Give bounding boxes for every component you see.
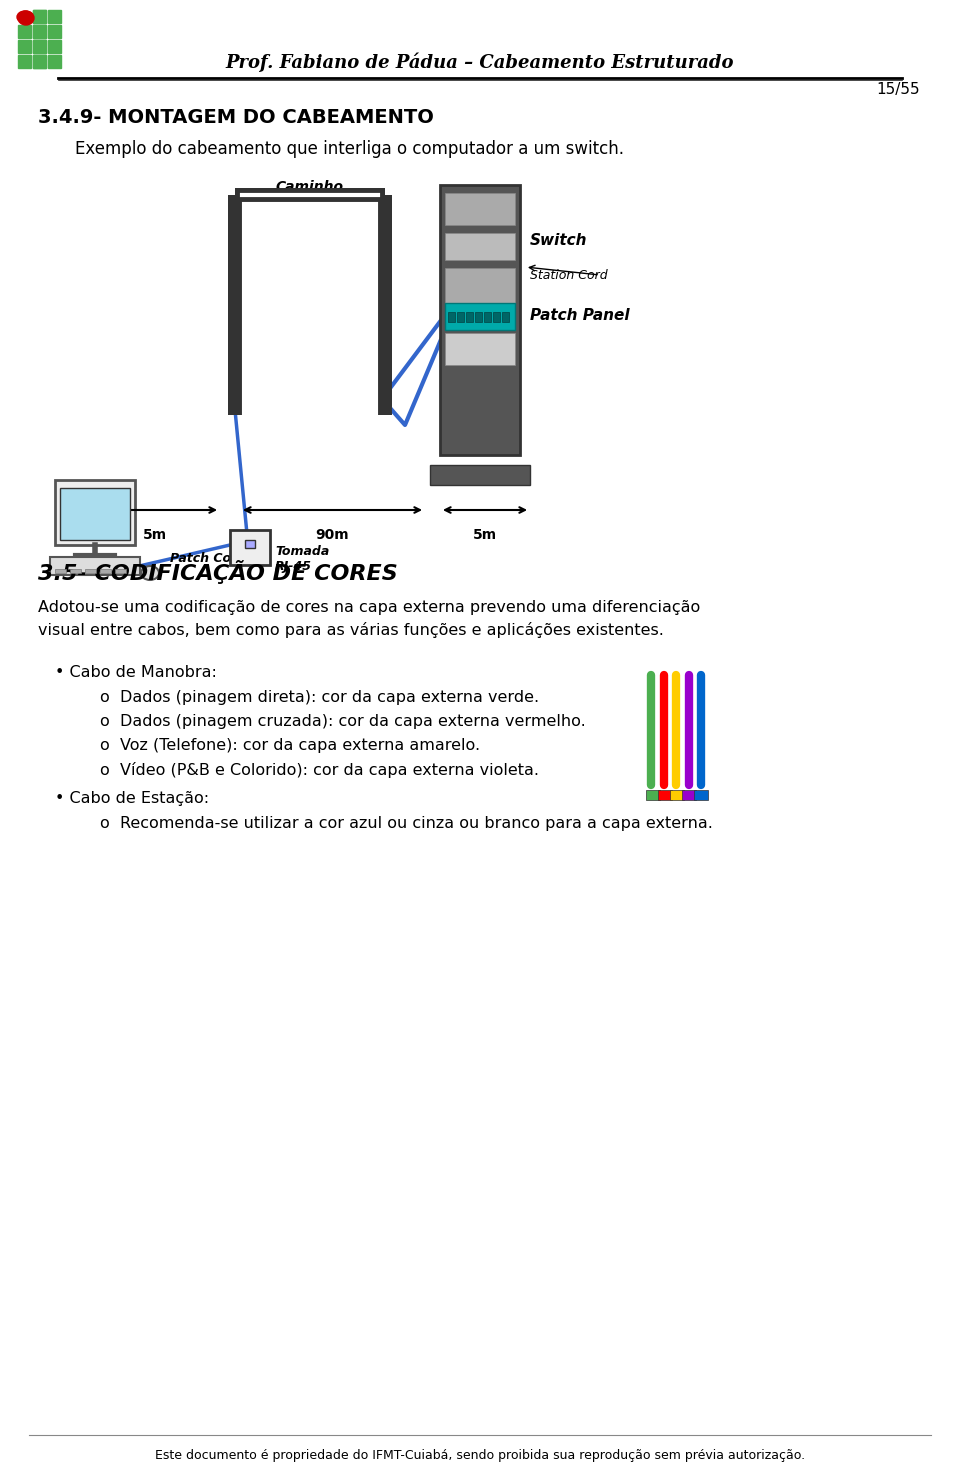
Bar xyxy=(682,790,696,800)
Text: 3.5- CODIFICAÇÃO DE CORES: 3.5- CODIFICAÇÃO DE CORES xyxy=(38,559,397,584)
Bar xyxy=(70,570,81,573)
Bar xyxy=(33,25,46,38)
Bar xyxy=(48,55,61,68)
Bar xyxy=(55,570,66,573)
Bar xyxy=(48,25,61,38)
Bar xyxy=(448,311,455,322)
Bar xyxy=(33,40,46,53)
Text: o  Dados (pinagem cruzada): cor da capa externa vermelho.: o Dados (pinagem cruzada): cor da capa e… xyxy=(100,714,586,729)
Bar xyxy=(50,556,140,576)
Bar xyxy=(466,311,473,322)
Bar xyxy=(658,790,672,800)
Bar xyxy=(440,184,520,455)
Bar xyxy=(33,25,46,38)
Bar xyxy=(445,303,515,331)
Text: Patch Panel: Patch Panel xyxy=(530,307,630,322)
Text: Prof. Fabiano de Pádua – Cabeamento Estruturado: Prof. Fabiano de Pádua – Cabeamento Estr… xyxy=(226,52,734,72)
Bar xyxy=(445,193,515,224)
Bar xyxy=(694,790,708,800)
Bar xyxy=(445,233,515,260)
Text: Este documento é propriedade do IFMT-Cuiabá, sendo proibida sua reprodução sem p: Este documento é propriedade do IFMT-Cui… xyxy=(155,1448,805,1461)
Text: Caminho: Caminho xyxy=(276,180,344,193)
Ellipse shape xyxy=(141,565,159,580)
Text: Adotou-se uma codificação de cores na capa externa prevendo uma diferenciação: Adotou-se uma codificação de cores na ca… xyxy=(38,601,700,615)
Text: o  Voz (Telefone): cor da capa externa amarelo.: o Voz (Telefone): cor da capa externa am… xyxy=(100,738,480,753)
Bar xyxy=(33,40,46,53)
Text: • Cabo de Manobra:: • Cabo de Manobra: xyxy=(55,666,217,680)
Bar xyxy=(484,311,491,322)
Text: 3.4.9- MONTAGEM DO CABEAMENTO: 3.4.9- MONTAGEM DO CABEAMENTO xyxy=(38,108,434,127)
Bar xyxy=(100,570,111,573)
Text: 90m: 90m xyxy=(315,528,348,542)
Ellipse shape xyxy=(17,10,33,24)
Text: o  Vídeo (P&B e Colorido): cor da capa externa violeta.: o Vídeo (P&B e Colorido): cor da capa ex… xyxy=(100,762,539,778)
Bar xyxy=(457,311,464,322)
Text: Tomada
RJ-45: Tomada RJ-45 xyxy=(275,545,329,573)
Bar xyxy=(33,10,46,24)
Text: Exemplo do cabeamento que interliga o computador a um switch.: Exemplo do cabeamento que interliga o co… xyxy=(75,140,624,158)
Ellipse shape xyxy=(18,10,34,25)
Text: Patch Cord: Patch Cord xyxy=(170,552,247,564)
Bar xyxy=(670,790,684,800)
Bar xyxy=(85,570,96,573)
Text: o  Recomenda-se utilizar a cor azul ou cinza ou branco para a capa externa.: o Recomenda-se utilizar a cor azul ou ci… xyxy=(100,816,713,831)
Bar xyxy=(48,40,61,53)
Bar xyxy=(48,10,61,24)
Bar xyxy=(55,480,135,545)
Text: Switch: Switch xyxy=(530,233,588,248)
Bar xyxy=(233,195,387,415)
Bar xyxy=(445,269,515,325)
Text: 5m: 5m xyxy=(143,528,167,542)
Bar xyxy=(33,10,46,24)
Bar xyxy=(230,530,270,565)
Bar xyxy=(430,465,530,486)
Text: visual entre cabos, bem como para as várias funções e aplicáções existentes.: visual entre cabos, bem como para as vár… xyxy=(38,621,664,638)
Bar xyxy=(18,40,31,53)
Bar xyxy=(502,311,509,322)
Bar xyxy=(33,55,46,68)
Bar xyxy=(475,311,482,322)
Text: 5m: 5m xyxy=(473,528,497,542)
Bar xyxy=(33,55,46,68)
Text: 15/55: 15/55 xyxy=(876,83,920,97)
Bar xyxy=(115,570,126,573)
Bar xyxy=(18,25,31,38)
Text: Station Cord: Station Cord xyxy=(530,269,608,282)
Bar xyxy=(245,540,255,548)
Bar xyxy=(493,311,500,322)
Text: • Cabo de Estação:: • Cabo de Estação: xyxy=(55,791,209,806)
Bar xyxy=(60,489,130,540)
Bar xyxy=(445,334,515,365)
Text: o  Dados (pinagem direta): cor da capa externa verde.: o Dados (pinagem direta): cor da capa ex… xyxy=(100,689,540,706)
Bar xyxy=(646,790,660,800)
Bar xyxy=(18,55,31,68)
